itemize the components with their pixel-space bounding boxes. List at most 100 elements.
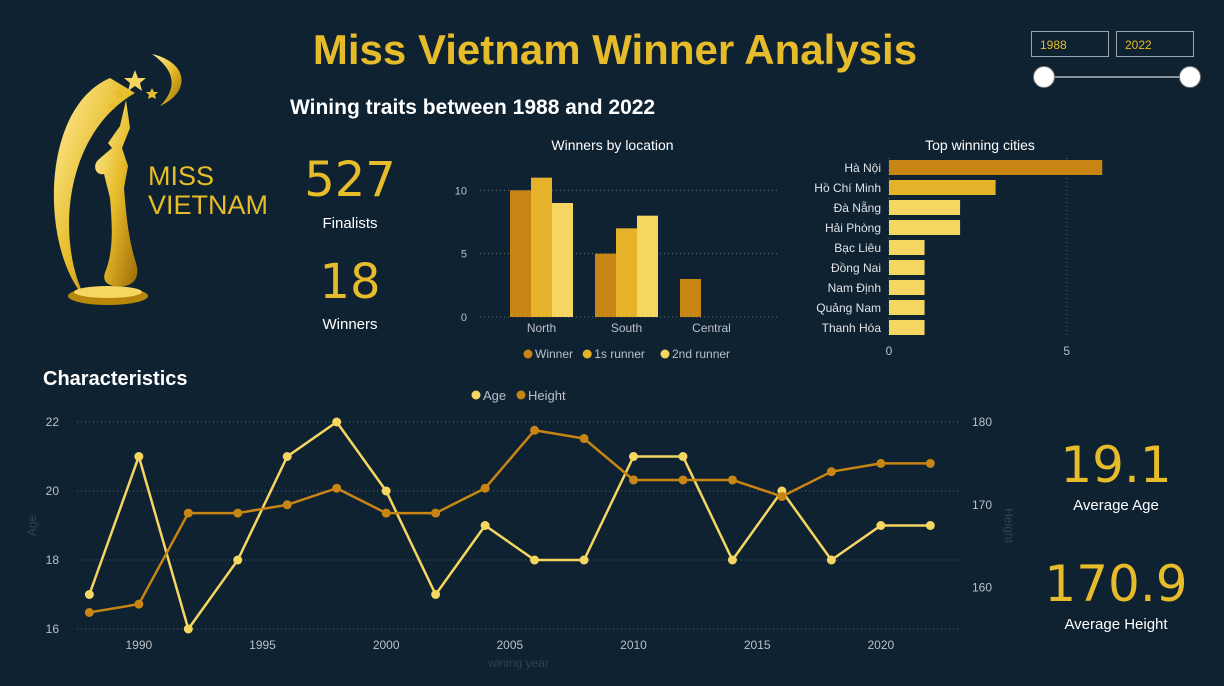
location-bar-chart: 0 5 10 North South Central Winner 1s runner 2nd … [455,177,780,361]
location-chart-title: Winners by location [551,137,674,153]
slicer-track[interactable] [1045,76,1190,78]
point-height [777,492,787,502]
x-tick-label: 5 [1063,344,1070,358]
bar-2nd-runner [637,215,658,317]
legend-marker [516,390,526,400]
point-height [925,458,935,468]
logo-text-vietnam: VIETNAM [148,190,268,220]
city-bar [889,180,996,195]
point-age [134,452,144,461]
point-age [381,486,391,496]
point-age [678,452,688,461]
slicer-handle-end[interactable] [1179,66,1201,88]
point-height [381,508,391,518]
point-age [579,555,589,565]
point-height [629,475,639,485]
point-age [925,521,935,530]
point-height [678,475,688,485]
city-bar [889,300,925,315]
y-right-axis-title: Height [1002,508,1016,543]
city-bar [889,280,925,295]
point-age [332,417,342,427]
x-tick-label: 2000 [373,638,400,652]
city-label: Nam Định [828,281,881,295]
x-tick-label: 1990 [125,638,152,652]
y-tick-label: 0 [461,312,467,324]
x-tick-label: Central [692,321,731,335]
point-age [84,590,94,599]
legend-label: Height [528,388,566,403]
y-left-tick-label: 22 [46,415,60,429]
city-bar [889,200,961,215]
x-tick-label: 2005 [496,638,523,652]
point-height [826,467,836,477]
point-height [332,483,342,493]
city-label: Đà Nẵng [834,200,881,215]
city-label: Hồ Chí Minh [814,181,881,195]
legend-marker [660,349,670,359]
y-right-tick-label: 180 [972,415,992,429]
point-height [579,434,589,444]
woman-silhouette [95,100,138,287]
point-age [183,624,193,634]
point-height [84,607,94,617]
y-left-tick-label: 20 [46,484,60,498]
cities-bar-chart: 0 5 Hà Nội Hồ Chí Minh Đà Nẵng Hải Phòng Bạc L… [814,158,1103,358]
average-height-label: Average Height [1064,616,1168,633]
point-height [431,508,441,518]
y-tick-label: 10 [455,185,467,197]
point-age [480,521,490,530]
point-height [183,508,193,518]
city-label: Quảng Nam [816,301,881,315]
x-tick-label: South [611,321,642,335]
point-age [876,521,886,530]
x-tick-label: 1995 [249,638,276,652]
y-left-tick-label: 16 [46,622,60,636]
point-height [134,599,144,609]
legend-marker [523,349,533,359]
city-label: Hải Phòng [825,221,881,235]
y-left-axis-title: Age [25,515,39,537]
average-age-value: 19.1 [1060,436,1172,494]
bar-winner [680,279,701,317]
page-title: Miss Vietnam Winner Analysis [312,26,918,73]
point-height [480,483,490,493]
y-right-tick-label: 160 [972,581,992,595]
x-tick-label: 0 [886,344,893,358]
y-right-tick-label: 170 [972,498,992,512]
bar-1s-runner [531,177,552,317]
line-age [88,420,931,632]
legend-label: Age [483,388,506,403]
characteristics-line-chart: 16 18 20 22 160 170 180 1990 1995 2000 2005 2010 201… [25,388,1016,670]
bar-winner [595,253,616,317]
x-axis-title: wining year [487,656,549,670]
page-subtitle: Wining traits between 1988 and 2022 [290,96,656,119]
point-height [876,458,886,468]
point-age [727,555,737,565]
bar-winner [510,190,531,317]
average-age-label: Average Age [1073,497,1159,514]
logo-text-miss: MISS [148,161,214,191]
finalists-value: 527 [304,152,396,208]
point-height [233,508,243,518]
logo-swoosh [53,78,135,298]
point-age [233,555,243,565]
x-tick-label: 2020 [868,638,895,652]
point-age [530,555,540,565]
point-age [629,452,639,461]
city-bar [889,160,1103,175]
slicer-handle-start[interactable] [1033,66,1055,88]
slicer-end-input[interactable]: 2022 [1116,31,1194,57]
line-height [89,428,931,614]
slicer-start-input[interactable]: 1988 [1031,31,1109,57]
point-age [826,555,836,565]
point-height [727,475,737,485]
legend-marker [582,349,592,359]
point-height [530,425,540,435]
city-label: Đồng Nai [831,261,881,275]
bar-2nd-runner [552,203,573,317]
legend-label: 2nd runner [672,347,730,361]
point-height [282,500,292,510]
y-tick-label: 5 [461,249,467,261]
characteristics-title: Characteristics [43,368,188,390]
